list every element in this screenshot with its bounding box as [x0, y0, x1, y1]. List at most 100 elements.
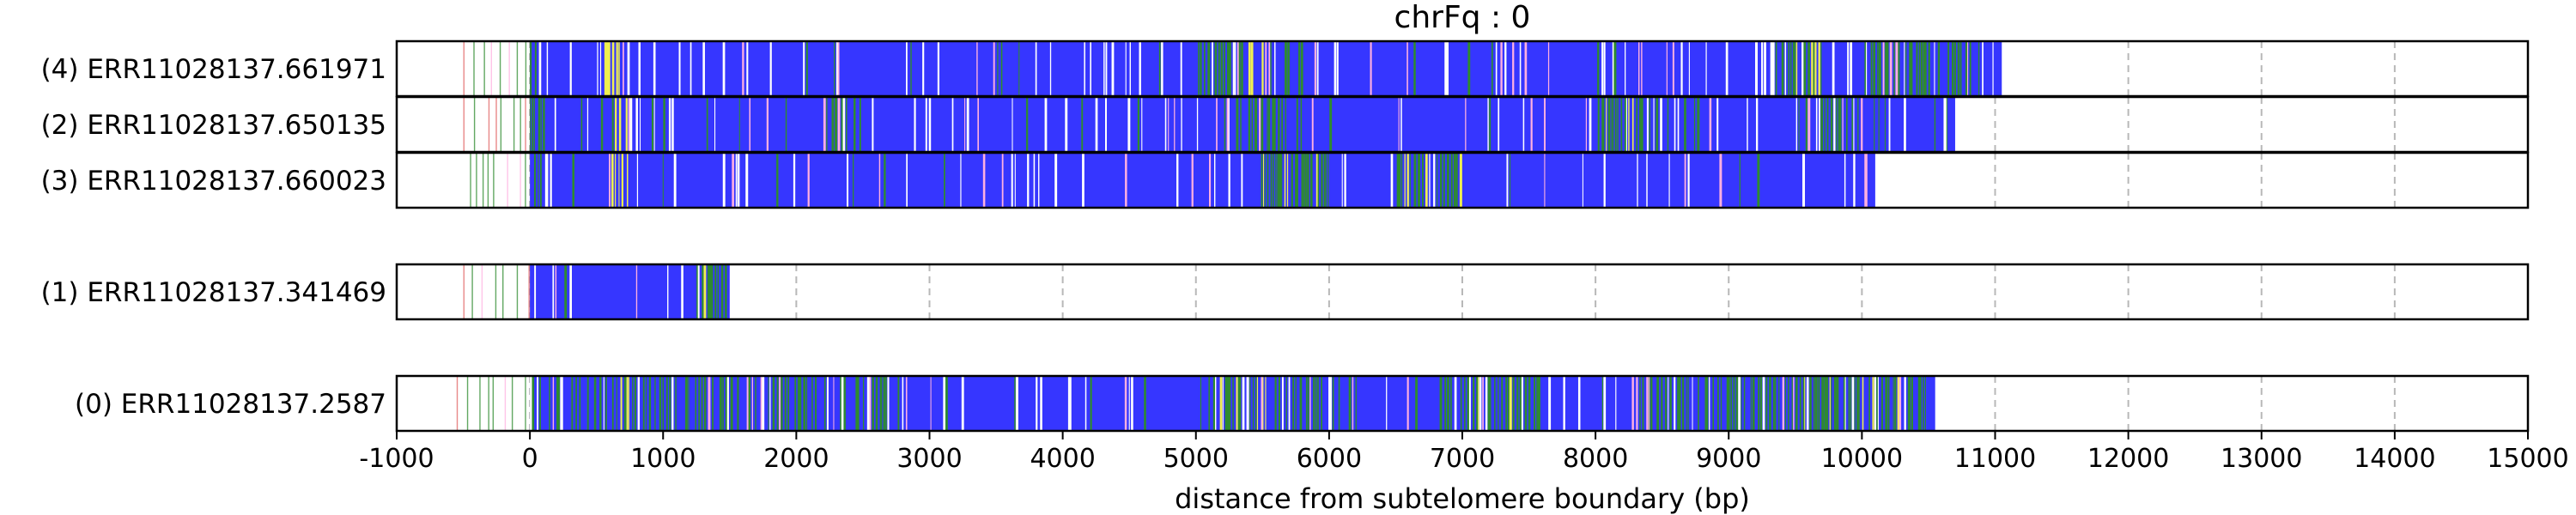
motif-stripe [1878, 41, 1881, 96]
motif-stripe [1603, 153, 1606, 208]
motif-stripe [1267, 97, 1271, 152]
motif-stripe [1224, 41, 1226, 96]
motif-stripe [1774, 376, 1777, 431]
motif-stripe [1281, 97, 1284, 152]
motif-stripe [1804, 376, 1806, 431]
motif-stripe [762, 376, 765, 431]
motif-stripe [1957, 41, 1960, 96]
motif-stripe [1813, 41, 1815, 96]
read-lane: (3) ERR11028137.660023 [41, 151, 2530, 209]
motif-stripe [1220, 41, 1224, 96]
motif-stripe [1735, 376, 1739, 431]
motif-stripe [1864, 41, 1867, 96]
motif-stripe [1491, 41, 1493, 96]
motif-stripe [1666, 41, 1668, 96]
motif-stripe [1522, 97, 1525, 152]
motif-stripe [616, 41, 618, 96]
repeat-block [530, 264, 730, 319]
motif-stripe [885, 376, 887, 431]
motif-stripe [1044, 97, 1048, 152]
motif-stripe [1219, 376, 1223, 431]
motif-stripe [1795, 41, 1798, 96]
motif-stripe [1589, 97, 1592, 152]
motif-stripe [1215, 376, 1217, 431]
motif-stripe [1909, 41, 1911, 96]
motif-stripe [1536, 376, 1538, 431]
motif-stripe [1992, 41, 1994, 96]
motif-stripe [906, 41, 908, 96]
motif-stripe [1439, 153, 1443, 208]
motif-stripe [722, 153, 726, 208]
motif-stripe [914, 97, 916, 152]
motif-stripe [1261, 97, 1264, 152]
motif-stripe [1534, 376, 1536, 431]
motif-stripe [866, 376, 870, 431]
motif-stripe [1327, 153, 1329, 208]
motif-stripe [1911, 41, 1913, 96]
motif-stripe [1866, 41, 1868, 96]
motif-stripe [1943, 97, 1946, 152]
motif-stripe [1784, 41, 1787, 96]
motif-stripe [600, 97, 604, 152]
motif-stripe [1014, 376, 1016, 431]
motif-stripe [1806, 376, 1809, 431]
motif-stripe [546, 41, 549, 96]
motif-stripe [1212, 376, 1216, 431]
motif-stripe [1615, 376, 1617, 431]
motif-stripe [569, 41, 572, 96]
motif-stripe [654, 376, 656, 431]
motif-stripe [665, 376, 668, 431]
motif-stripe [930, 376, 932, 431]
motif-stripe [463, 97, 465, 152]
motif-stripe [1128, 376, 1130, 431]
motif-stripe [1265, 41, 1267, 96]
motif-stripe [1788, 376, 1789, 431]
motif-stripe [1944, 97, 1947, 152]
motif-stripe [1314, 41, 1316, 96]
motif-stripe [1325, 153, 1327, 208]
motif-stripe [1200, 376, 1202, 431]
motif-stripe [1953, 41, 1957, 96]
motif-stripe [976, 41, 978, 96]
motif-stripe [1390, 153, 1394, 208]
motif-stripe [1398, 153, 1401, 208]
motif-stripe [1750, 376, 1752, 431]
motif-stripe [1286, 153, 1289, 208]
motif-stripe [1544, 153, 1546, 208]
motif-stripe [564, 264, 568, 319]
motif-stripe [1934, 41, 1935, 96]
motif-stripe [1447, 376, 1449, 431]
motif-stripe [1924, 41, 1927, 96]
motif-stripe [1524, 376, 1528, 431]
x-tick-label: 9000 [1696, 444, 1761, 474]
motif-stripe [1285, 97, 1286, 152]
motif-stripe [1396, 153, 1399, 208]
motif-stripe [1951, 41, 1954, 96]
lane-frame [395, 263, 2530, 321]
motif-stripe [1304, 153, 1307, 208]
motif-stripe [1603, 41, 1606, 96]
motif-stripe [1267, 153, 1269, 208]
motif-stripe [1624, 97, 1627, 152]
motif-stripe [776, 376, 779, 431]
motif-stripe [1090, 376, 1092, 431]
motif-stripe [1759, 376, 1763, 431]
motif-stripe [1791, 376, 1793, 431]
motif-stripe [1537, 376, 1540, 431]
motif-stripe [1764, 41, 1766, 96]
motif-stripe [1893, 41, 1895, 96]
motif-stripe [1965, 41, 1968, 96]
motif-stripe [539, 153, 542, 208]
motif-stripe [1838, 97, 1841, 152]
motif-stripe [1814, 376, 1817, 431]
motif-stripe [560, 376, 563, 431]
motif-stripe [1261, 41, 1264, 96]
motif-stripe [688, 376, 690, 431]
motif-stripe [779, 376, 781, 431]
motif-stripe [466, 376, 469, 431]
motif-stripe [1254, 97, 1257, 152]
motif-stripe [1226, 376, 1229, 431]
motif-stripe [1214, 41, 1218, 96]
motif-stripe [530, 97, 532, 152]
motif-stripe [1795, 376, 1798, 431]
